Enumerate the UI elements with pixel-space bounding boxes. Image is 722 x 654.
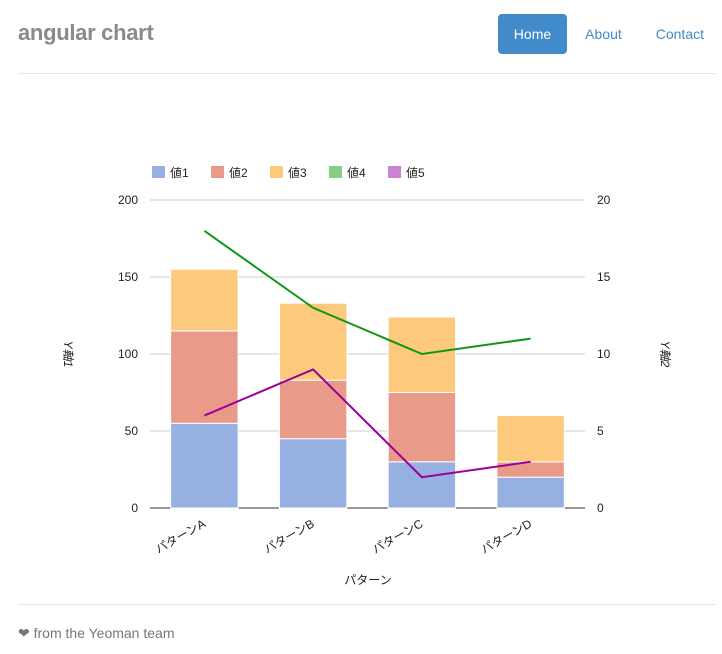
- bar-値1[interactable]: [387, 461, 457, 509]
- nav-about[interactable]: About: [585, 26, 622, 42]
- legend-label[interactable]: 値1: [170, 165, 189, 180]
- y-tick-label: 100: [118, 347, 138, 361]
- bar-値2[interactable]: [496, 461, 565, 478]
- y2-tick-label: 15: [597, 270, 611, 284]
- header-divider: [18, 73, 716, 74]
- x-tick-label: パターンB: [262, 516, 317, 556]
- bar-値1[interactable]: [170, 422, 239, 509]
- bar-値3[interactable]: [170, 268, 239, 332]
- legend-swatch: [388, 166, 401, 178]
- legend-swatch: [211, 166, 224, 178]
- brand[interactable]: angular chart: [18, 20, 154, 45]
- bar-値3[interactable]: [278, 302, 348, 381]
- bar-値2[interactable]: [387, 392, 457, 463]
- y-tick-label: 200: [118, 193, 138, 207]
- footer: ❤ from the Yeoman team: [18, 625, 175, 642]
- y-tick-label: 50: [125, 424, 139, 438]
- y2-tick-label: 20: [597, 193, 611, 207]
- bar-値1[interactable]: [278, 438, 348, 509]
- y-tick-label: 150: [118, 270, 138, 284]
- bar-値2[interactable]: [278, 379, 348, 440]
- footer-divider: [18, 604, 716, 605]
- heart-icon: ❤: [18, 625, 30, 641]
- y2-tick-label: 5: [597, 424, 604, 438]
- bar-値2[interactable]: [170, 330, 239, 424]
- legend-swatch: [152, 166, 165, 178]
- legend-label[interactable]: 値4: [347, 165, 366, 180]
- nav-contact[interactable]: Contact: [655, 26, 704, 42]
- y-tick-label: 0: [131, 501, 138, 515]
- line-値4[interactable]: [203, 229, 531, 356]
- line-値5[interactable]: [203, 368, 531, 479]
- nav: Home About Contact: [497, 14, 722, 54]
- y-axis-title: Y軸1: [61, 341, 75, 368]
- bar-値3[interactable]: [496, 415, 565, 463]
- legend-swatch: [270, 166, 283, 178]
- x-tick-label: パターンD: [479, 516, 535, 556]
- chart: 0 50 100 150 200 0 5 10 15 20 パターンA パターンB パターンC パターンD…: [61, 165, 672, 587]
- x-axis-title: パターン: [344, 573, 391, 587]
- legend-label[interactable]: 値2: [229, 165, 248, 180]
- x-tick-label: パターンC: [370, 516, 426, 556]
- bar-値3[interactable]: [387, 316, 457, 394]
- x-tick-label: パターンA: [153, 516, 208, 556]
- footer-text: from the Yeoman team: [33, 625, 175, 641]
- legend-swatch: [329, 166, 342, 178]
- y2-tick-label: 0: [597, 501, 604, 515]
- bar-値1[interactable]: [496, 476, 565, 509]
- legend-label[interactable]: 値5: [406, 165, 425, 180]
- nav-home[interactable]: Home: [497, 14, 568, 54]
- legend-label[interactable]: 値3: [288, 165, 307, 180]
- y2-tick-label: 10: [597, 347, 611, 361]
- y2-axis-title: Y軸2: [658, 341, 672, 368]
